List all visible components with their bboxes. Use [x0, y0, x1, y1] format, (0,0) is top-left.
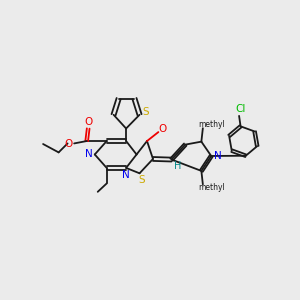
Text: O: O [65, 139, 73, 149]
Text: O: O [158, 124, 167, 134]
Text: N: N [122, 170, 130, 180]
Text: N: N [214, 151, 222, 161]
Text: S: S [143, 107, 149, 117]
Text: N: N [85, 149, 93, 160]
Text: O: O [84, 117, 92, 127]
Text: methyl: methyl [198, 120, 225, 129]
Text: S: S [139, 175, 145, 185]
Text: methyl: methyl [198, 183, 225, 192]
Text: Cl: Cl [236, 104, 246, 114]
Text: H: H [174, 160, 182, 170]
